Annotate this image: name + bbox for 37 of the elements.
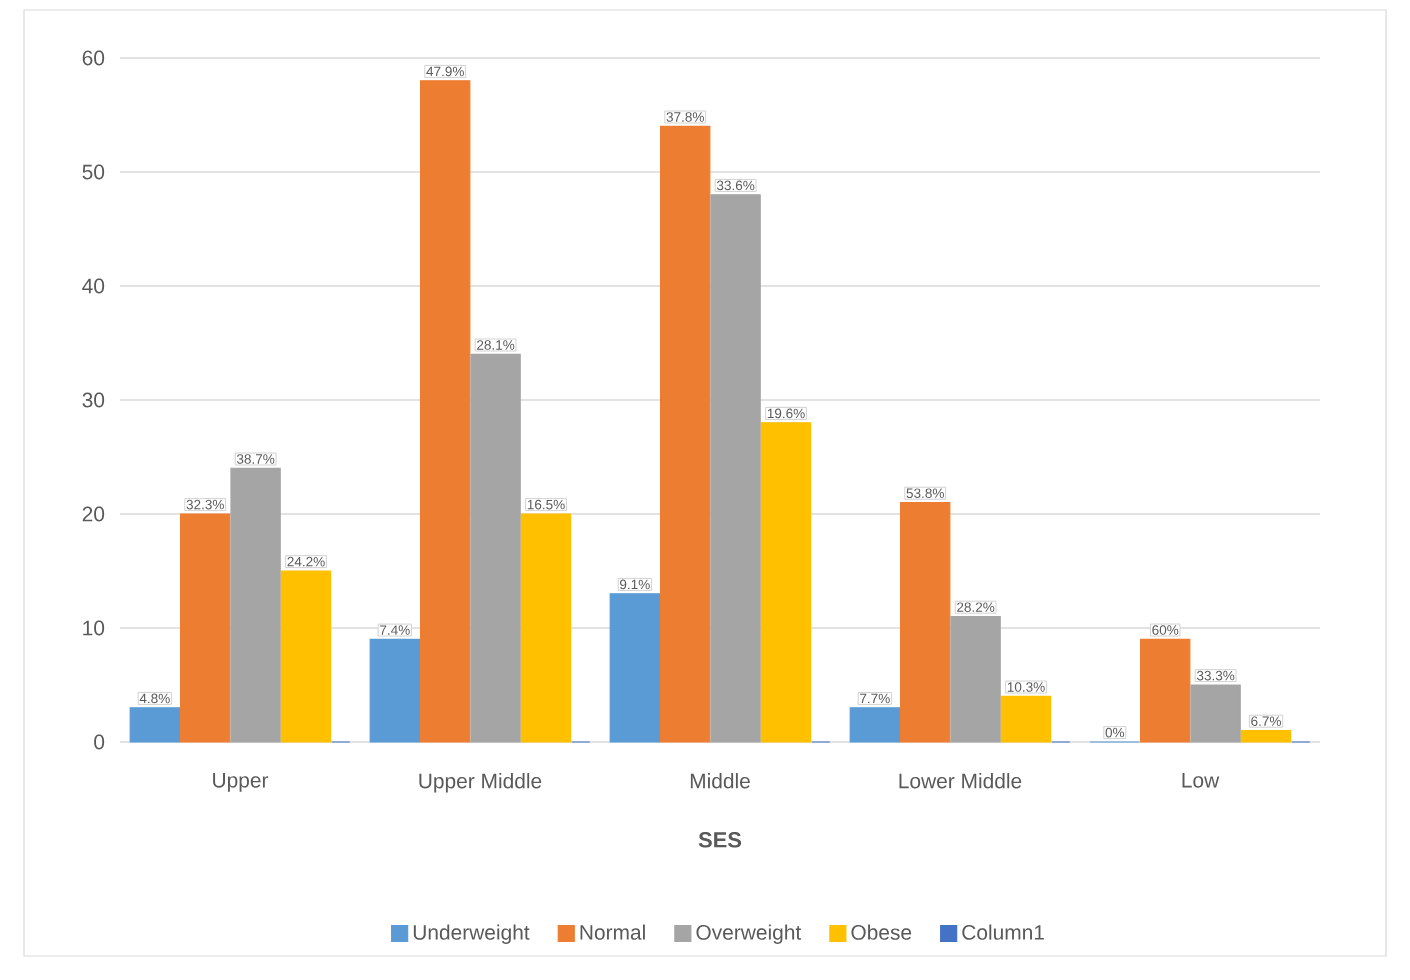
x-tick-label: Low	[1182, 773, 1220, 788]
y-tick-label: 30	[82, 392, 105, 408]
bar	[760, 422, 812, 743]
bar	[1190, 684, 1241, 743]
bar	[369, 638, 421, 743]
legend-label: Column1	[962, 924, 1044, 940]
y-tick-label: 10	[83, 620, 105, 636]
x-axis-title: SES	[698, 832, 742, 848]
bar	[1140, 638, 1191, 743]
x-tick-label: Upper	[213, 773, 269, 792]
bar	[900, 502, 951, 743]
bar	[950, 616, 1001, 743]
x-tick-label: Lower Middle	[899, 773, 1022, 789]
y-tick-label: 40	[82, 278, 105, 294]
legend-label: Obese	[851, 924, 912, 940]
bar	[660, 125, 711, 743]
bar	[180, 513, 231, 743]
bar	[420, 80, 471, 743]
y-tick-label: 0	[94, 734, 105, 750]
legend-label: Normal	[580, 924, 645, 940]
bar	[849, 707, 901, 743]
bar	[230, 467, 281, 743]
y-tick-label: 20	[82, 506, 105, 522]
x-tick-label: Middle	[690, 773, 750, 789]
bar	[520, 513, 572, 743]
bar	[609, 593, 661, 743]
bar	[129, 707, 181, 743]
y-tick-label: 60	[82, 50, 105, 66]
bar	[1240, 730, 1292, 743]
bar	[470, 353, 521, 743]
x-tick-label: Upper Middle	[419, 773, 542, 793]
legend-label: Underweight	[413, 924, 530, 944]
bar	[280, 570, 332, 743]
bar	[1000, 695, 1052, 743]
bar	[710, 194, 761, 743]
y-tick-label: 50	[82, 164, 105, 180]
legend-label: Overweight	[696, 924, 802, 944]
